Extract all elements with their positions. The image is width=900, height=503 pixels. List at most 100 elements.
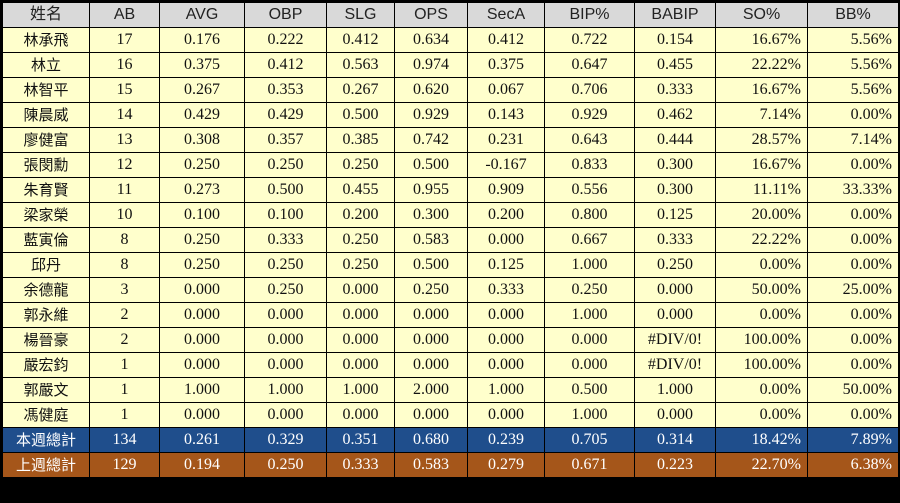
stat-cell: 0.222 bbox=[244, 27, 327, 53]
column-header: AB bbox=[89, 2, 160, 28]
stat-cell: 0.000 bbox=[467, 302, 545, 328]
stat-cell: 0.385 bbox=[326, 127, 395, 153]
stat-cell: 0.250 bbox=[244, 252, 327, 278]
stat-cell: 0.643 bbox=[544, 127, 635, 153]
stat-cell: 0.100 bbox=[244, 202, 327, 228]
stat-cell: 0.300 bbox=[394, 202, 468, 228]
player-name-cell: 廖健富 bbox=[2, 127, 90, 153]
stat-cell: 5.56% bbox=[807, 77, 899, 103]
stat-cell: 0.556 bbox=[544, 177, 635, 203]
stat-cell: 2 bbox=[89, 327, 160, 353]
player-name-cell: 馮健庭 bbox=[2, 402, 90, 428]
stat-cell: 16.67% bbox=[715, 152, 808, 178]
stat-cell: 0.412 bbox=[467, 27, 545, 53]
stat-cell: 11 bbox=[89, 177, 160, 203]
stat-cell: 0.250 bbox=[394, 277, 468, 303]
player-name-cell: 郭嚴文 bbox=[2, 377, 90, 403]
stat-cell: 22.22% bbox=[715, 227, 808, 253]
stat-cell: 1.000 bbox=[244, 377, 327, 403]
stat-cell: 0.455 bbox=[634, 52, 716, 78]
table-row: 林智平 15 0.267 0.353 0.267 0.620 0.067 0.706 0.333… bbox=[2, 77, 899, 103]
stat-cell: 100.00% bbox=[715, 352, 808, 378]
stat-cell: 0.00% bbox=[807, 327, 899, 353]
stat-cell: 0.250 bbox=[159, 227, 245, 253]
stat-cell: 0.000 bbox=[326, 327, 395, 353]
player-name-cell: 上週總計 bbox=[2, 452, 90, 478]
stat-cell: 8 bbox=[89, 252, 160, 278]
player-name-cell: 本週總計 bbox=[2, 427, 90, 453]
table-row: 楊晉豪 2 0.000 0.000 0.000 0.000 0.000 0.000 #DIV/0… bbox=[2, 327, 899, 353]
stat-cell: 0.583 bbox=[394, 452, 468, 478]
stat-cell: 0.000 bbox=[467, 402, 545, 428]
stat-cell: 20.00% bbox=[715, 202, 808, 228]
stat-cell: 0.067 bbox=[467, 77, 545, 103]
stat-cell: 0.000 bbox=[394, 402, 468, 428]
stat-cell: 0.455 bbox=[326, 177, 395, 203]
table-row: 張閔勳 12 0.250 0.250 0.250 0.500 -0.167 0.833 0.30… bbox=[2, 152, 899, 178]
stat-cell: 0.333 bbox=[326, 452, 395, 478]
header-row: 姓名 AB AVG OBP SLG OPS SecA BIP% BABIP SO% BB% bbox=[2, 2, 899, 28]
stat-cell: 0.250 bbox=[244, 452, 327, 478]
stat-cell: 0.000 bbox=[244, 327, 327, 353]
stat-cell: 0.176 bbox=[159, 27, 245, 53]
stat-cell: 22.22% bbox=[715, 52, 808, 78]
column-header: SLG bbox=[326, 2, 395, 28]
stat-cell: 0.000 bbox=[159, 277, 245, 303]
column-header: OPS bbox=[394, 2, 468, 28]
stat-cell: 0.647 bbox=[544, 52, 635, 78]
stat-cell: 0.231 bbox=[467, 127, 545, 153]
stat-cell: 0.800 bbox=[544, 202, 635, 228]
stat-cell: 0.200 bbox=[467, 202, 545, 228]
stat-cell: 0.000 bbox=[394, 327, 468, 353]
stat-cell: 0.000 bbox=[467, 352, 545, 378]
stat-cell: 0.261 bbox=[159, 427, 245, 453]
stat-cell: -0.167 bbox=[467, 152, 545, 178]
stat-cell: 0.680 bbox=[394, 427, 468, 453]
stat-cell: 0.300 bbox=[634, 177, 716, 203]
stat-cell: 100.00% bbox=[715, 327, 808, 353]
stat-cell: 0.500 bbox=[394, 252, 468, 278]
stat-cell: 0.500 bbox=[244, 177, 327, 203]
player-name-cell: 林承飛 bbox=[2, 27, 90, 53]
column-header: SO% bbox=[715, 2, 808, 28]
player-name-cell: 藍寅倫 bbox=[2, 227, 90, 253]
stat-cell: 0.667 bbox=[544, 227, 635, 253]
stat-cell: 0.000 bbox=[159, 302, 245, 328]
table-row: 藍寅倫 8 0.250 0.333 0.250 0.583 0.000 0.667 0.333 2… bbox=[2, 227, 899, 253]
stat-cell: 0.000 bbox=[394, 302, 468, 328]
stat-cell: 2.000 bbox=[394, 377, 468, 403]
stat-cell: 0.000 bbox=[159, 352, 245, 378]
stat-cell: 0.239 bbox=[467, 427, 545, 453]
stat-cell: 13 bbox=[89, 127, 160, 153]
stat-cell: 0.333 bbox=[634, 77, 716, 103]
stat-cell: 0.375 bbox=[159, 52, 245, 78]
stat-cell: 12 bbox=[89, 152, 160, 178]
player-name-cell: 朱育賢 bbox=[2, 177, 90, 203]
stat-cell: #DIV/0! bbox=[634, 352, 716, 378]
stat-cell: 0.00% bbox=[807, 352, 899, 378]
stat-cell: 0.223 bbox=[634, 452, 716, 478]
stat-cell: 0.250 bbox=[159, 152, 245, 178]
stat-cell: 0.267 bbox=[326, 77, 395, 103]
stat-cell: 0.929 bbox=[544, 102, 635, 128]
stat-cell: 28.57% bbox=[715, 127, 808, 153]
stat-cell: 0.705 bbox=[544, 427, 635, 453]
stat-cell: 0.500 bbox=[326, 102, 395, 128]
stat-cell: 0.100 bbox=[159, 202, 245, 228]
stat-cell: 0.955 bbox=[394, 177, 468, 203]
stat-cell: 16.67% bbox=[715, 27, 808, 53]
stat-cell: 7.14% bbox=[715, 102, 808, 128]
table-row: 林立 16 0.375 0.412 0.563 0.974 0.375 0.647 0.455 2… bbox=[2, 52, 899, 78]
batting-stats-table: 姓名 AB AVG OBP SLG OPS SecA BIP% BABIP SO% BB% 林承飛 1… bbox=[2, 2, 899, 478]
stat-cell: 25.00% bbox=[807, 277, 899, 303]
stat-cell: 0.00% bbox=[807, 227, 899, 253]
stat-cell: 0.250 bbox=[326, 152, 395, 178]
table-row: 邱丹 8 0.250 0.250 0.250 0.500 0.125 1.000 0.250 0.… bbox=[2, 252, 899, 278]
stat-cell: 0.250 bbox=[159, 252, 245, 278]
stat-cell: 0.412 bbox=[326, 27, 395, 53]
column-header: 姓名 bbox=[2, 2, 90, 28]
stat-cell: 0.125 bbox=[467, 252, 545, 278]
stat-cell: 1 bbox=[89, 377, 160, 403]
stat-cell: 0.308 bbox=[159, 127, 245, 153]
